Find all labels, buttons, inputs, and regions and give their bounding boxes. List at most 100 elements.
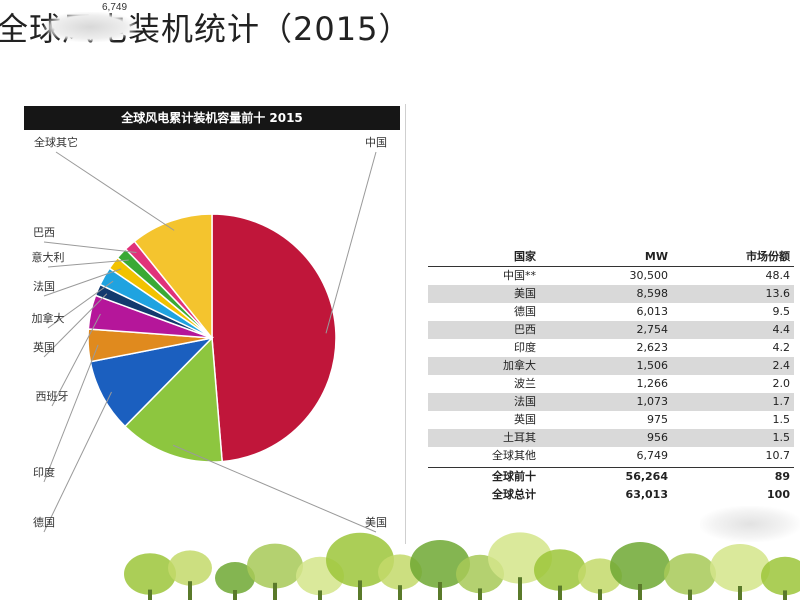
pie-label-6: 加拿大 [32,311,65,325]
table-row: 印度 2,623 4.2 [428,339,794,357]
pie-label-1: 美国 [365,516,387,529]
tree-trunk-10 [558,585,562,600]
pie-label-7: 法国 [33,279,55,293]
cell-mw: 8,598 [636,287,669,300]
leader-line-4 [51,313,101,407]
header-share: 市场份额 [746,250,790,263]
leader-line-5 [43,293,108,358]
leader-line-6 [47,280,114,329]
header-country: 国家 [514,250,536,263]
pie-slice-10 [133,213,213,341]
pie-label-2: 德国 [33,515,55,529]
tree-crown-14 [710,544,770,592]
tree-crown-1 [168,550,212,586]
pie-chart-panel: 全球风电累计装机容量前十 2015 中国 美国 德国 印度 西班牙 英国 加拿大 法国 意大利 巴… [24,106,400,536]
chart-title: 全球风电累计装机容量前十 2015 [24,106,400,130]
cell-share: 2.4 [772,359,791,372]
tree-trunk-14 [738,586,742,600]
table-row: 巴西 2,754 4.4 [428,321,794,339]
tree-decoration [124,532,800,600]
pie-label-9: 巴西 [33,226,55,239]
cell-share: 13.6 [765,287,791,300]
cell-country: 波兰 [514,377,536,390]
leader-line-2 [43,391,112,533]
cell-country: 加拿大 [503,359,536,372]
table-row: 全球其他 6,749 10.7 [428,447,794,465]
cell-mw: 1,506 [636,359,669,372]
pie-slice-0 [211,213,337,463]
table-row: 波兰 1,266 2.0 [428,375,794,393]
tree-crown-12 [610,542,670,590]
tree-crown-0 [124,553,176,595]
pie-label-10: 全球其它 [34,135,78,149]
cell-country: 印度 [514,341,536,354]
cell-mw: 2,623 [636,341,669,354]
title-smudge [44,12,136,42]
table-header: 国家 MW 市场份额 [428,248,794,267]
cell-mw: 30,500 [629,269,669,282]
cell-mw: 6,013 [636,305,669,318]
corner-smudge [700,506,800,542]
tree-trunk-3 [273,582,277,600]
leader-line-7 [43,268,122,297]
cell-mw: 1,073 [636,395,669,408]
table-row: 土耳其 956 1.5 [428,429,794,447]
cell-country: 英国 [514,413,536,426]
table-row: 法国 1,073 1.7 [428,393,794,411]
table-row: 德国 6,013 9.5 [428,303,794,321]
cell-share: 89 [774,470,790,483]
leader-line-3 [43,344,99,483]
cell-mw: 56,264 [625,470,668,483]
header-mw: MW [644,250,668,263]
cell-share: 2.0 [772,377,791,390]
cell-country: 巴西 [514,323,536,336]
leader-line-1 [172,444,377,533]
tree-trunk-8 [478,588,482,600]
cell-share: 1.5 [772,413,791,426]
tree-trunk-13 [688,589,692,600]
tree-trunk-9 [518,577,522,600]
tree-crown-5 [326,532,394,588]
cell-share: 9.5 [772,305,791,318]
pie-label-3: 印度 [33,465,55,479]
tree-trunk-2 [233,590,237,600]
cell-country: 全球总计 [492,488,536,501]
cell-country: 法国 [514,395,536,408]
table-row: 英国 975 1.5 [428,411,794,429]
cell-share: 10.7 [765,449,791,462]
cell-share: 48.4 [765,269,791,282]
tree-trunk-4 [318,590,322,600]
tree-trunk-15 [783,590,787,600]
pie-label-0: 中国 [365,136,387,149]
leader-line-8 [47,259,129,268]
tree-crown-3 [247,543,303,589]
cell-mw: 6,749 [636,449,669,462]
cell-country: 美国 [514,287,536,300]
table-row: 美国 8,598 13.6 [428,285,794,303]
tree-trunk-12 [638,584,642,600]
tree-trunk-7 [438,582,442,600]
cell-country: 全球其他 [492,449,536,462]
cell-mw: 1,266 [636,377,669,390]
cell-share: 1.7 [772,395,791,408]
tree-trunk-1 [188,581,192,600]
pie-label-4: 西班牙 [36,390,69,403]
cell-country: 土耳其 [503,431,536,444]
tree-trunk-11 [598,589,602,600]
tree-trunk-5 [358,580,362,600]
tree-crown-13 [664,553,716,595]
cell-country: 德国 [514,305,536,318]
cell-mw: 2,754 [636,323,669,336]
tree-crown-10 [534,549,586,591]
cell-share: 4.2 [772,341,791,354]
title-note: 6,749 [102,2,128,13]
tree-crown-7 [410,540,470,588]
cell-share: 4.4 [772,323,791,336]
capacity-table: 国家 MW 市场份额 中国** 30,500 48.4 美国 8,598 13.6 德国 6,… [428,248,794,504]
table-body: 中国** 30,500 48.4 美国 8,598 13.6 德国 6,013 9.5 巴西 2,7… [428,267,794,504]
leader-line-10 [55,151,175,231]
total-row: 全球前十 56,264 89 [428,467,794,486]
leader-line-0 [325,151,377,334]
cell-mw: 975 [647,413,668,426]
